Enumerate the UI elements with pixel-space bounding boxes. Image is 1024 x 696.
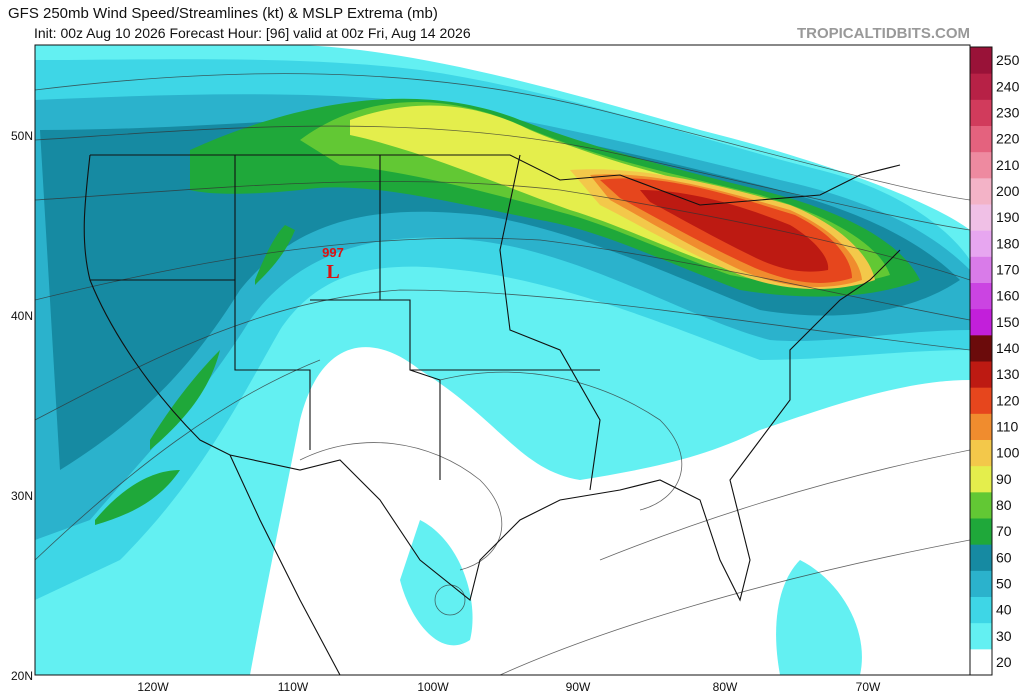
colorbar-swatch	[970, 622, 992, 650]
axis-labels: 50N 40N 30N 20N 120W 110W 100W 90W 80W 70W	[11, 129, 881, 694]
colorbar-label: 140	[996, 340, 1020, 356]
colorbar-label: 220	[996, 131, 1020, 147]
colorbar-swatch	[970, 361, 992, 388]
colorbar-label: 20	[996, 654, 1012, 670]
colorbar-label: 120	[996, 392, 1020, 408]
colorbar-swatch	[970, 47, 992, 74]
lon-label: 110W	[278, 680, 309, 694]
lat-label: 30N	[11, 489, 33, 503]
colorbar-label: 70	[996, 523, 1012, 539]
lon-label: 80W	[713, 680, 738, 694]
subtitle: Init: 00z Aug 10 2026 Forecast Hour: [96…	[34, 25, 471, 41]
colorbar-swatch	[970, 125, 992, 153]
site-credit: TROPICALTIDBITS.COM	[797, 25, 970, 42]
colorbar-swatch	[970, 491, 992, 519]
colorbar-swatch	[970, 439, 992, 467]
colorbar-label: 80	[996, 497, 1012, 513]
lon-label: 70W	[856, 680, 881, 694]
low-symbol: L	[326, 261, 339, 283]
colorbar-label: 180	[996, 235, 1020, 251]
lat-label: 20N	[11, 669, 33, 683]
colorbar-swatch	[970, 282, 992, 310]
colorbar-swatch	[970, 596, 992, 624]
colorbar-swatch	[970, 387, 992, 414]
colorbar-swatch	[970, 230, 992, 257]
colorbar-label: 240	[996, 78, 1020, 94]
borders	[83, 154, 901, 675]
lon-label: 120W	[137, 680, 169, 694]
colorbar-label: 250	[996, 52, 1020, 68]
colorbar-swatch	[970, 204, 992, 231]
colorbar-label: 190	[996, 209, 1020, 225]
colorbar-label: 40	[996, 602, 1012, 618]
colorbar-label: 110	[996, 418, 1019, 434]
low-pressure: 997 L	[322, 245, 344, 283]
colorbar-label: 30	[996, 628, 1012, 644]
colorbar-swatch	[970, 256, 992, 283]
colorbar-swatch	[970, 544, 992, 571]
colorbar-swatch	[970, 308, 992, 336]
colorbar-label: 210	[996, 157, 1020, 173]
colorbar-label: 200	[996, 183, 1020, 199]
colorbar-label: 230	[996, 104, 1020, 120]
colorbar-swatch	[970, 99, 992, 126]
lon-label: 90W	[566, 680, 591, 694]
colorbar-frame	[969, 46, 993, 676]
colorbar-label: 50	[996, 575, 1012, 591]
colorbar: 20 30 40 50 60 70 80 90 100 110 120 130 140 150 160 170…	[969, 46, 1020, 676]
colorbar-swatch	[970, 177, 992, 205]
colorbar-swatch	[970, 334, 992, 362]
colorbar-swatch	[970, 413, 992, 440]
lon-label: 100W	[417, 680, 449, 694]
colorbar-swatch	[970, 73, 992, 100]
lat-label: 40N	[11, 309, 33, 323]
colorbar-label: 150	[996, 314, 1020, 330]
colorbar-label: 130	[996, 366, 1020, 382]
streamlines	[35, 73, 970, 675]
colorbar-label: 60	[996, 549, 1012, 565]
colorbar-swatch	[970, 151, 992, 179]
title: GFS 250mb Wind Speed/Streamlines (kt) & …	[8, 5, 438, 22]
colorbar-label: 90	[996, 471, 1012, 487]
colorbar-swatch	[970, 570, 992, 597]
lat-label: 50N	[11, 129, 33, 143]
colorbar-label: 100	[996, 445, 1020, 461]
colorbar-swatch	[970, 518, 992, 545]
colorbar-label: 160	[996, 288, 1020, 304]
colorbar-label: 170	[996, 261, 1020, 277]
colorbar-swatch	[970, 648, 992, 676]
pressure-value: 997	[322, 245, 344, 260]
colorbar-swatch	[970, 465, 992, 493]
map: 997 L	[34, 44, 971, 676]
